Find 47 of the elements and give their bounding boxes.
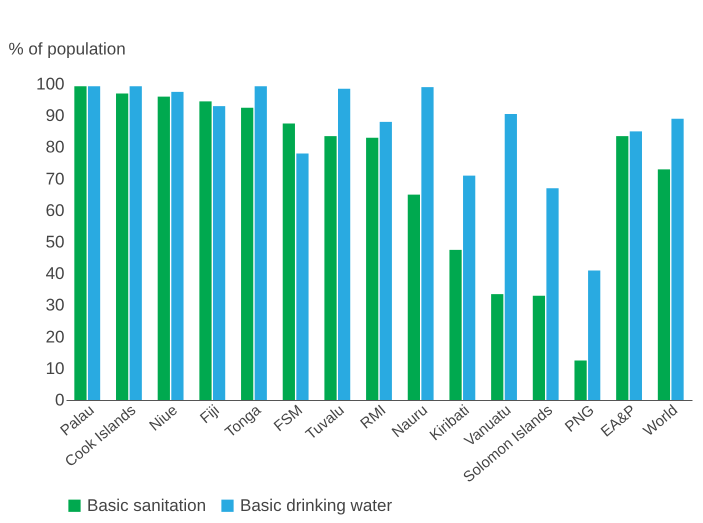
bar (296, 154, 309, 400)
y-tick-label: 90 (46, 106, 64, 126)
y-tick-label: 50 (46, 232, 64, 252)
y-tick-label: 20 (46, 327, 64, 346)
bar (421, 87, 434, 400)
legend-label: Basic sanitation (87, 496, 206, 515)
bar (546, 188, 559, 400)
x-tick-label: RMI (357, 402, 390, 432)
bar (449, 250, 462, 400)
bar (158, 96, 170, 400)
bar (88, 86, 100, 400)
bar (171, 92, 184, 400)
bar (241, 108, 254, 400)
bar (254, 86, 267, 400)
x-tick-label: Fiji (196, 402, 223, 428)
bar (491, 294, 504, 400)
y-tick-label: 100 (36, 74, 64, 94)
bar (658, 169, 670, 400)
y-tick-label: 80 (46, 138, 64, 157)
legend-label: Basic drinking water (240, 496, 392, 515)
bar (504, 114, 517, 400)
bar (380, 122, 392, 400)
x-tick-label: Niue (146, 402, 181, 435)
bar (116, 93, 128, 400)
bar (408, 194, 420, 400)
bar (130, 86, 142, 400)
bar (588, 270, 600, 400)
y-tick-label: 30 (46, 296, 64, 315)
bar (199, 101, 212, 400)
bar (74, 86, 87, 400)
bar (574, 360, 587, 400)
bar (366, 138, 378, 400)
bar (324, 136, 337, 400)
bar (212, 106, 226, 400)
bar (463, 176, 476, 400)
y-tick-label: 70 (46, 169, 64, 188)
bar (671, 118, 684, 400)
bar (630, 131, 642, 400)
y-axis-title: % of population (8, 40, 126, 58)
bar (532, 296, 546, 400)
bar (282, 124, 295, 400)
y-tick-label: 40 (46, 264, 64, 284)
bar (338, 88, 350, 400)
y-tick-label: 0 (55, 390, 64, 410)
bar (616, 136, 628, 400)
y-tick-label: 60 (46, 200, 64, 220)
y-tick-label: 10 (46, 358, 64, 378)
